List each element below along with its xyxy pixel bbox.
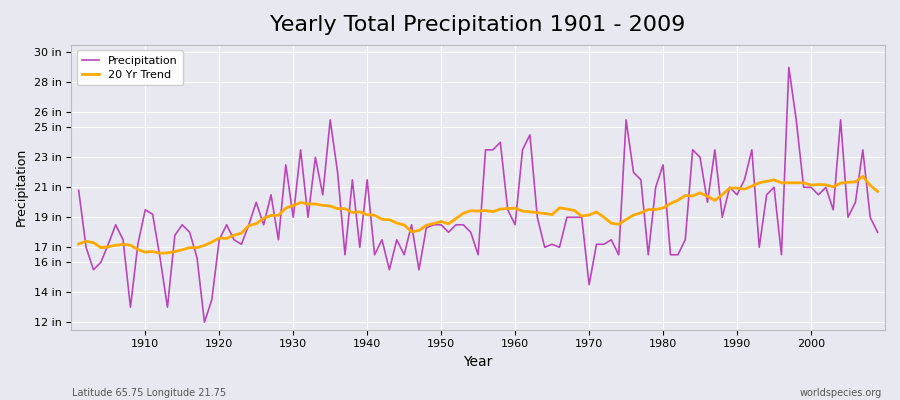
20 Yr Trend	[347, 210, 358, 215]
Precipitation	[132, 242, 143, 247]
Precipitation	[73, 188, 84, 193]
20 Yr Trend	[155, 251, 166, 256]
X-axis label: Year: Year	[464, 355, 493, 369]
20 Yr Trend	[858, 174, 868, 179]
20 Yr Trend	[132, 247, 143, 252]
20 Yr Trend	[606, 221, 616, 226]
Precipitation	[783, 65, 794, 70]
Legend: Precipitation, 20 Yr Trend: Precipitation, 20 Yr Trend	[76, 50, 184, 85]
Precipitation	[518, 148, 528, 152]
Text: worldspecies.org: worldspecies.org	[800, 388, 882, 398]
Precipitation	[347, 178, 358, 182]
Precipitation	[872, 230, 883, 235]
Precipitation	[509, 222, 520, 227]
Line: Precipitation: Precipitation	[78, 67, 878, 322]
Line: 20 Yr Trend: 20 Yr Trend	[78, 176, 878, 253]
20 Yr Trend	[509, 206, 520, 210]
20 Yr Trend	[518, 209, 528, 214]
20 Yr Trend	[73, 242, 84, 246]
20 Yr Trend	[302, 202, 313, 206]
Precipitation	[199, 320, 210, 325]
Precipitation	[606, 237, 616, 242]
Text: Latitude 65.75 Longitude 21.75: Latitude 65.75 Longitude 21.75	[72, 388, 226, 398]
Precipitation	[302, 215, 313, 220]
Title: Yearly Total Precipitation 1901 - 2009: Yearly Total Precipitation 1901 - 2009	[271, 15, 686, 35]
20 Yr Trend	[872, 189, 883, 194]
Y-axis label: Precipitation: Precipitation	[15, 148, 28, 226]
